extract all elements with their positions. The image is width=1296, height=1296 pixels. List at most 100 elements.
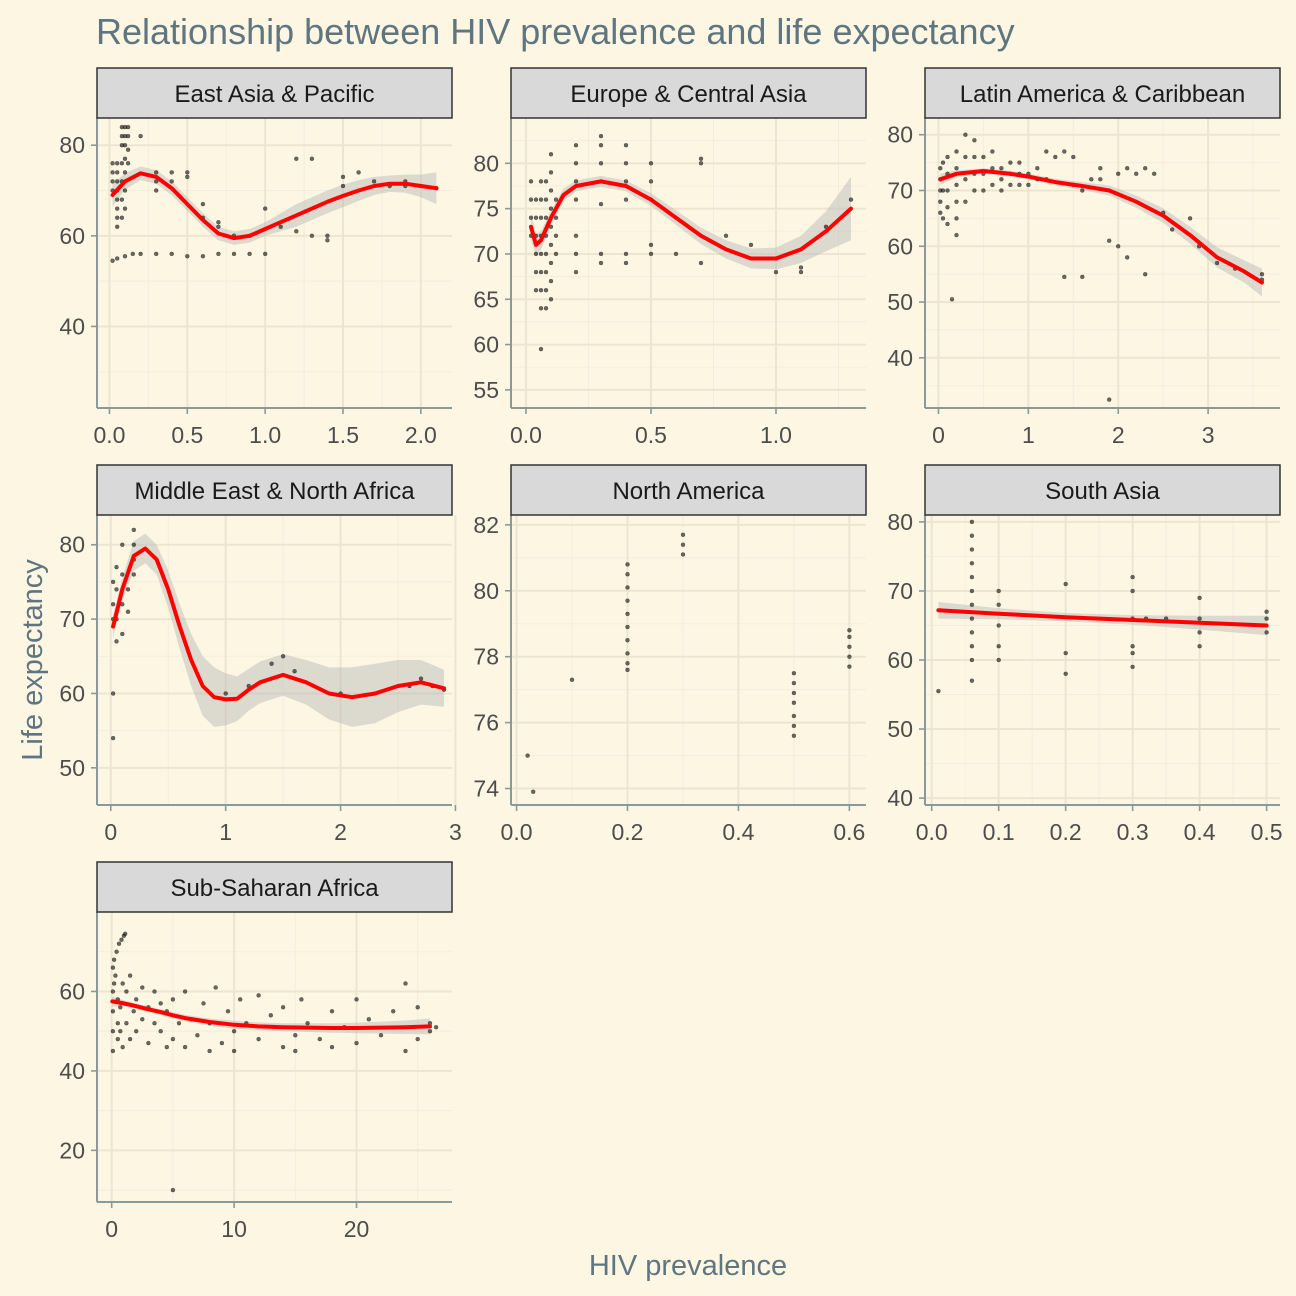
data-point	[598, 142, 604, 148]
data-point	[548, 188, 554, 193]
data-point	[138, 133, 143, 139]
data-point	[1115, 171, 1121, 177]
data-point	[538, 215, 544, 220]
data-point	[1062, 274, 1067, 280]
data-point	[153, 188, 159, 193]
data-point	[543, 179, 549, 184]
data-point	[963, 177, 968, 182]
data-point	[936, 688, 941, 694]
data-point	[543, 306, 549, 311]
data-point	[798, 269, 804, 275]
data-point	[1063, 650, 1068, 656]
data-point	[216, 251, 221, 257]
y-axis-title: Life expectancy	[17, 559, 49, 761]
data-point	[573, 233, 579, 239]
data-point	[528, 197, 534, 202]
data-point	[999, 188, 1004, 193]
data-point	[127, 973, 133, 978]
data-point	[954, 216, 959, 221]
y-tick-label: 50	[59, 755, 85, 781]
data-point	[969, 574, 975, 580]
data-point	[130, 251, 136, 257]
data-point	[185, 170, 190, 175]
data-point	[110, 1048, 116, 1054]
panel-background	[511, 118, 866, 408]
data-point	[680, 552, 686, 557]
data-point	[1130, 588, 1135, 594]
data-point	[648, 161, 654, 166]
data-point	[791, 700, 797, 705]
facet-panel: 0.0 0.5 1.0 1.5 2.0 40 60 80 East Asia & Pacific	[59, 67, 453, 448]
data-point	[623, 179, 629, 184]
data-point	[990, 149, 995, 154]
facet-strip-label: Europe & Central Asia	[570, 81, 807, 108]
data-point	[216, 219, 221, 225]
data-point	[954, 182, 959, 188]
data-point	[114, 587, 119, 592]
confidence-band	[112, 996, 431, 1035]
x-tick-label: 0	[105, 1216, 118, 1242]
data-point	[623, 251, 629, 257]
x-tick-label: 0.5	[1251, 819, 1283, 845]
data-point	[231, 1048, 237, 1054]
data-point	[573, 142, 579, 148]
y-tick-label: 70	[59, 606, 85, 632]
data-point	[200, 201, 206, 207]
data-point	[969, 602, 975, 607]
data-point	[525, 753, 530, 758]
x-tick-label: 2.0	[405, 422, 437, 448]
data-point	[415, 1005, 420, 1010]
data-point	[623, 197, 629, 202]
x-tick-label: 0.0	[93, 422, 125, 448]
smooth-trend-line	[110, 999, 432, 1030]
data-point	[1071, 154, 1076, 160]
data-point	[110, 170, 115, 175]
data-point	[625, 611, 630, 617]
data-point	[125, 147, 131, 152]
data-point	[972, 154, 977, 160]
x-tick-label: 1	[219, 819, 232, 845]
data-point	[122, 254, 128, 259]
data-point	[356, 170, 361, 175]
data-point	[533, 215, 539, 220]
data-point	[598, 260, 604, 266]
data-point	[169, 251, 174, 257]
y-tick-label: 75	[473, 196, 499, 222]
data-point	[938, 165, 943, 171]
y-tick-label: 40	[887, 785, 913, 811]
data-point	[773, 269, 779, 275]
data-point	[140, 985, 145, 990]
data-point	[791, 671, 797, 676]
data-point	[114, 206, 120, 211]
data-point	[110, 579, 116, 585]
data-point	[999, 177, 1004, 182]
data-point	[120, 1044, 125, 1050]
data-point	[548, 206, 554, 211]
data-point	[219, 1040, 225, 1046]
data-point	[954, 149, 959, 154]
data-point	[223, 691, 228, 696]
facet-strip-label: North America	[612, 478, 765, 505]
y-tick-label: 20	[59, 1137, 85, 1163]
data-point	[1062, 149, 1067, 154]
data-point	[1214, 260, 1220, 266]
x-tick-label: 1	[1022, 422, 1035, 448]
data-point	[680, 532, 686, 537]
facet-panel: 0.0 0.5 1.0 55 60 65 70 75 80 Europe & Central As…	[473, 67, 867, 448]
panel-background	[511, 515, 866, 805]
data-point	[120, 572, 125, 577]
data-point	[543, 215, 549, 220]
data-point	[127, 1036, 133, 1042]
data-point	[200, 254, 206, 259]
facet-panel: 0 1 2 3 40 50 60 70 80 Latin America & Caribbean	[887, 67, 1281, 448]
data-point	[1142, 165, 1148, 171]
data-point	[543, 269, 549, 275]
data-point	[418, 676, 424, 681]
data-point	[528, 179, 534, 184]
data-point	[748, 242, 754, 248]
data-point	[120, 542, 125, 547]
data-point	[110, 602, 116, 607]
data-point	[996, 623, 1001, 628]
data-point	[847, 634, 852, 640]
x-tick-label: 10	[221, 1216, 247, 1242]
